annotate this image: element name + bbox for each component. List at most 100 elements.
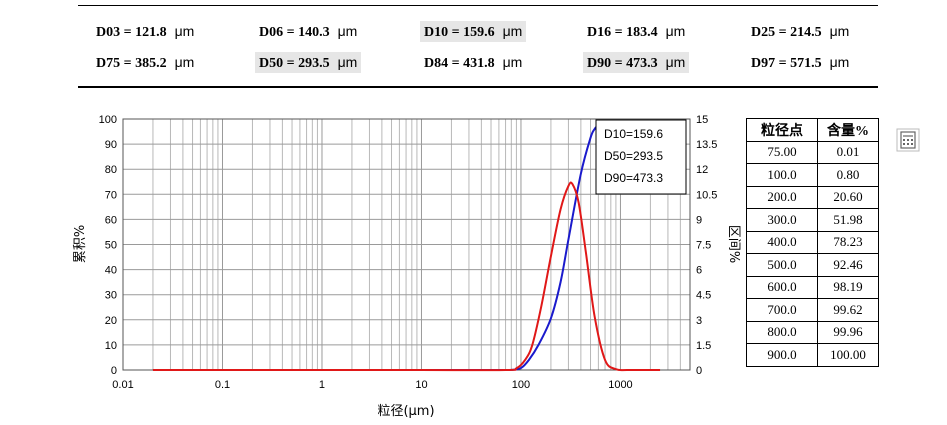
- y-right-tick-label: 7.5: [696, 240, 711, 252]
- d-value-label: D25: [751, 25, 776, 40]
- d-value-number: 571.5: [790, 56, 822, 71]
- d-value-label: D03: [96, 25, 121, 40]
- x-tick-label: 0.1: [215, 379, 230, 391]
- table-row: 800.0 99.96: [746, 320, 879, 344]
- calculator-icon[interactable]: [896, 128, 920, 152]
- x-tick-label: 100: [512, 379, 530, 391]
- y-left-tick-label: 60: [105, 214, 117, 226]
- d-value-unit: μm: [174, 54, 195, 70]
- y-right-tick-label: 12: [696, 164, 708, 176]
- series-line-interval: [152, 181, 661, 372]
- cell-size: 700.0: [746, 298, 818, 322]
- d-value-equals: =: [775, 56, 791, 71]
- size-distribution-table: 粒径点 含量% 75.00 0.01 100.0 0.80 200.0 20.60 300.…: [746, 118, 879, 367]
- d-value-d90: D90 = 473.3 μm: [583, 52, 690, 73]
- x-tick-label: 1: [319, 379, 325, 391]
- cell-content: 20.60: [817, 185, 879, 209]
- y-left-tick-label: 50: [105, 240, 117, 252]
- d-value-unit: μm: [174, 23, 195, 39]
- y-right-tick-label: 1.5: [696, 340, 711, 352]
- cell-content: 51.98: [817, 208, 879, 232]
- y-left-tick-label: 90: [105, 139, 117, 151]
- d-value-d97: D97 = 571.5 μm: [747, 52, 853, 73]
- d-value-label: D84: [424, 56, 449, 71]
- x-tick-label: 1000: [608, 379, 632, 391]
- series-line-cumulative: [152, 125, 598, 372]
- top-rule: [78, 5, 878, 6]
- d-value-d03: D03 = 121.8 μm: [92, 21, 198, 42]
- table-row: 400.0 78.23: [746, 230, 879, 254]
- d-value-label: D90: [587, 56, 612, 71]
- x-axis-label: 粒径(μm): [377, 404, 434, 419]
- y-right-tick-label: 10.5: [696, 189, 717, 201]
- x-tick-label: 0.01: [112, 379, 133, 391]
- d-value-label: D06: [259, 25, 284, 40]
- d-value-number: 293.5: [298, 56, 330, 71]
- y-axis-label-left: 累积%: [73, 225, 88, 263]
- d-value-d75: D75 = 385.2 μm: [92, 52, 198, 73]
- calculator-icon-keys: [903, 139, 913, 145]
- y-left-tick-label: 40: [105, 265, 117, 277]
- legend-box: [595, 119, 687, 195]
- d-value-unit: μm: [337, 23, 358, 39]
- y-right-tick-label: 15: [696, 114, 708, 126]
- d-value-unit: μm: [665, 54, 686, 70]
- cell-size: 300.0: [746, 208, 818, 232]
- table-header-row: 粒径点 含量%: [746, 118, 879, 142]
- d-value-unit: μm: [502, 23, 523, 39]
- d-value-number: 473.3: [626, 56, 658, 71]
- legend-entry: D10=159.6: [604, 127, 663, 141]
- d-value-number: 214.5: [790, 25, 822, 40]
- y-right-tick-label: 0: [696, 365, 702, 377]
- cell-size: 600.0: [746, 275, 818, 299]
- table-row: 200.0 20.60: [746, 185, 879, 209]
- d-value-equals: =: [611, 25, 627, 40]
- cell-content: 92.46: [817, 253, 879, 277]
- y-right-tick-label: 6: [696, 265, 702, 277]
- calculator-icon-body: [900, 131, 916, 149]
- y-left-tick-label: 30: [105, 290, 117, 302]
- y-right-tick-label: 3: [696, 315, 702, 327]
- table-row: 900.0 100.00: [746, 343, 879, 367]
- cell-size: 900.0: [746, 343, 818, 367]
- d-value-label: D16: [587, 25, 612, 40]
- table-row: 300.0 51.98: [746, 208, 879, 232]
- cell-content: 98.19: [817, 275, 879, 299]
- d-value-label: D50: [259, 56, 284, 71]
- header-divider: [78, 86, 878, 88]
- table-row: 600.0 98.19: [746, 275, 879, 299]
- y-left-tick-label: 10: [105, 340, 117, 352]
- d-value-equals: =: [283, 56, 299, 71]
- d-value-number: 140.3: [298, 25, 330, 40]
- d-value-d06: D06 = 140.3 μm: [255, 21, 361, 42]
- y-right-tick-label: 9: [696, 214, 702, 226]
- d-value-equals: =: [120, 25, 136, 40]
- d-value-d50: D50 = 293.5 μm: [255, 52, 362, 73]
- cell-content: 99.62: [817, 298, 879, 322]
- d-value-equals: =: [775, 25, 791, 40]
- d-value-unit: μm: [502, 54, 523, 70]
- cell-content: 100.00: [817, 343, 879, 367]
- cell-size: 100.0: [746, 163, 818, 187]
- y-left-tick-label: 100: [99, 114, 117, 126]
- table-row: 700.0 99.62: [746, 298, 879, 322]
- legend-entry: D50=293.5: [604, 149, 663, 163]
- d-value-number: 431.8: [463, 56, 495, 71]
- y-left-tick-label: 0: [111, 365, 117, 377]
- d-value-equals: =: [611, 56, 627, 71]
- d-value-d10: D10 = 159.6 μm: [420, 21, 527, 42]
- d-value-equals: =: [283, 25, 299, 40]
- y-left-tick-label: 80: [105, 164, 117, 176]
- cell-content: 78.23: [817, 230, 879, 254]
- d-value-unit: μm: [829, 54, 850, 70]
- y-right-tick-label: 13.5: [696, 139, 717, 151]
- d-value-equals: =: [448, 25, 464, 40]
- d-value-equals: =: [120, 56, 136, 71]
- d-value-label: D10: [424, 25, 449, 40]
- y-left-tick-label: 20: [105, 315, 117, 327]
- d-value-number: 385.2: [135, 56, 167, 71]
- d-value-equals: =: [448, 56, 464, 71]
- d-value-d16: D16 = 183.4 μm: [583, 21, 689, 42]
- y-left-tick-label: 70: [105, 189, 117, 201]
